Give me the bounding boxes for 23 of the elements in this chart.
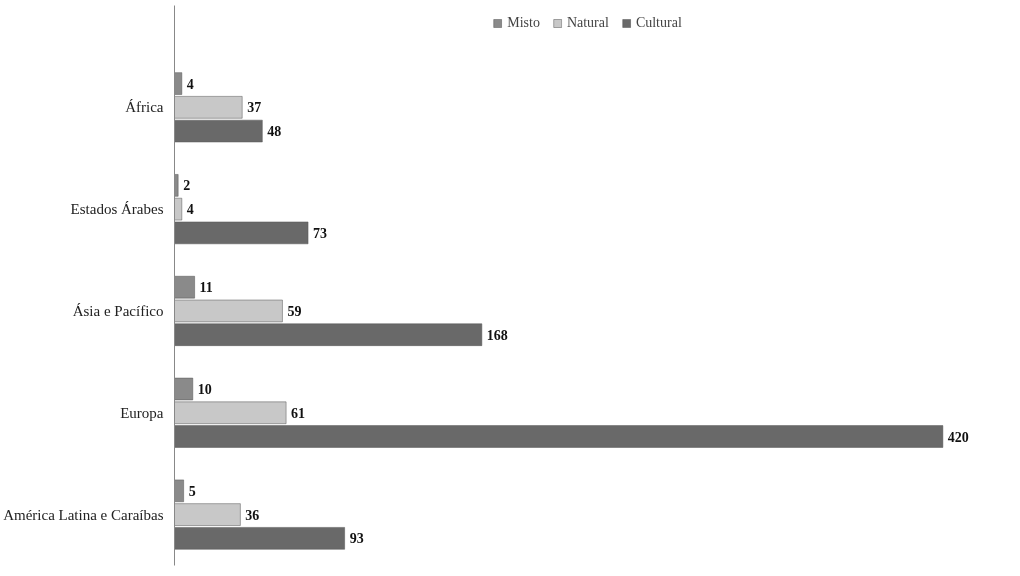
data-label: 73 <box>313 225 328 241</box>
data-label: 10 <box>197 382 212 398</box>
data-label: 5 <box>188 483 196 499</box>
data-label: 2 <box>183 178 191 194</box>
data-label: 168 <box>486 327 508 343</box>
data-label: 48 <box>267 124 282 140</box>
legend-label: Cultural <box>635 15 682 31</box>
y-tick-label: África <box>125 99 164 116</box>
y-tick-label: Ásia e Pacífico <box>72 302 164 319</box>
data-label: 11 <box>199 280 213 296</box>
data-label: 61 <box>291 405 306 421</box>
y-tick-label: Estados Árabes <box>70 201 164 218</box>
data-label: 36 <box>245 507 260 523</box>
data-label: 4 <box>186 202 194 218</box>
data-label: 93 <box>349 531 364 547</box>
legend-label: Natural <box>566 15 609 31</box>
data-label: 37 <box>247 100 262 116</box>
legend-label: Misto <box>507 15 540 31</box>
data-label: 420 <box>947 429 969 445</box>
data-label: 4 <box>186 76 194 92</box>
y-tick-label: América Latina e Caraíbas <box>3 506 164 523</box>
data-label: 59 <box>287 303 302 319</box>
y-tick-label: Europa <box>120 404 164 421</box>
